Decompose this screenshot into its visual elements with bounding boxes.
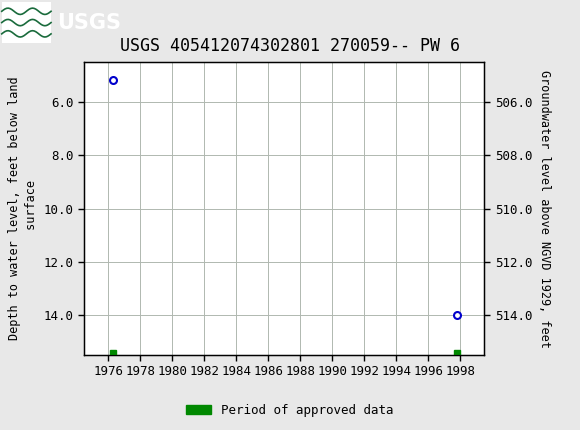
- Y-axis label: Groundwater level above NGVD 1929, feet: Groundwater level above NGVD 1929, feet: [538, 70, 551, 347]
- Text: USGS: USGS: [57, 12, 121, 33]
- Y-axis label: Depth to water level, feet below land
 surface: Depth to water level, feet below land su…: [8, 77, 38, 341]
- FancyBboxPatch shape: [2, 2, 51, 43]
- Legend: Period of approved data: Period of approved data: [181, 399, 399, 421]
- Text: USGS 405412074302801 270059-- PW 6: USGS 405412074302801 270059-- PW 6: [120, 37, 460, 55]
